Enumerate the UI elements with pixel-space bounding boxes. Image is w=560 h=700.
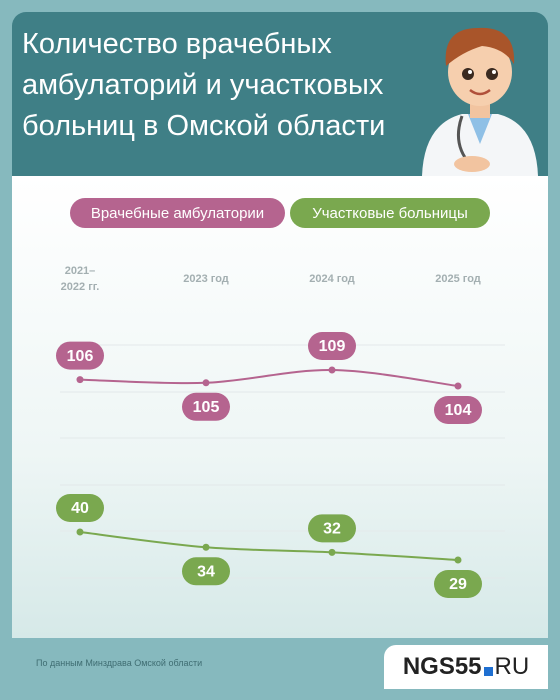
data-point xyxy=(202,543,210,551)
value-label: 29 xyxy=(449,576,467,593)
value-label: 109 xyxy=(319,338,346,355)
legend-pill xyxy=(290,198,490,228)
value-pill xyxy=(182,557,230,586)
background-lines xyxy=(60,344,505,579)
data-point xyxy=(76,528,84,536)
value-pill xyxy=(434,570,482,598)
value-pill xyxy=(308,514,356,543)
value-label: 105 xyxy=(193,399,220,416)
value-label: 32 xyxy=(323,521,341,538)
value-pill xyxy=(434,396,482,424)
x-tick-label: 2024 год xyxy=(309,273,355,285)
x-tick-label: 2023 год xyxy=(183,273,229,285)
legend-label: Врачебные амбулатории xyxy=(91,205,264,222)
data-point xyxy=(76,376,84,384)
source-note: По данным Минздрава Омской области xyxy=(36,658,203,668)
value-pill xyxy=(56,494,104,522)
logo: NGS55 RU xyxy=(384,645,548,689)
logo-suffix: RU xyxy=(494,653,530,680)
data-point xyxy=(202,379,210,387)
data-point xyxy=(454,382,462,390)
series-line xyxy=(79,368,459,387)
value-label: 34 xyxy=(197,563,215,580)
logo-square xyxy=(483,667,493,676)
x-tick-label: 2021– 2022 гг. xyxy=(60,265,100,293)
x-tick-label: 2025 год xyxy=(435,273,481,285)
value-pill xyxy=(56,341,104,370)
chart: Врачебные амбулатории Участковые больницы… xyxy=(56,198,505,598)
data-point xyxy=(454,556,462,564)
legend-label: Участковые больницы xyxy=(312,205,468,222)
series-line xyxy=(79,531,459,561)
value-label: 40 xyxy=(71,500,89,517)
logo-text: NGS55 xyxy=(402,653,482,680)
chart-title: Количество врачебных амбулаторий и участ… xyxy=(22,28,386,142)
value-label: 104 xyxy=(445,402,472,419)
value-pill xyxy=(182,392,230,421)
data-point xyxy=(328,366,336,374)
doctor-illustration xyxy=(422,27,538,176)
value-pill xyxy=(308,332,356,360)
value-label: 106 xyxy=(67,348,94,365)
legend-pill xyxy=(70,198,285,228)
data-point xyxy=(328,548,336,556)
